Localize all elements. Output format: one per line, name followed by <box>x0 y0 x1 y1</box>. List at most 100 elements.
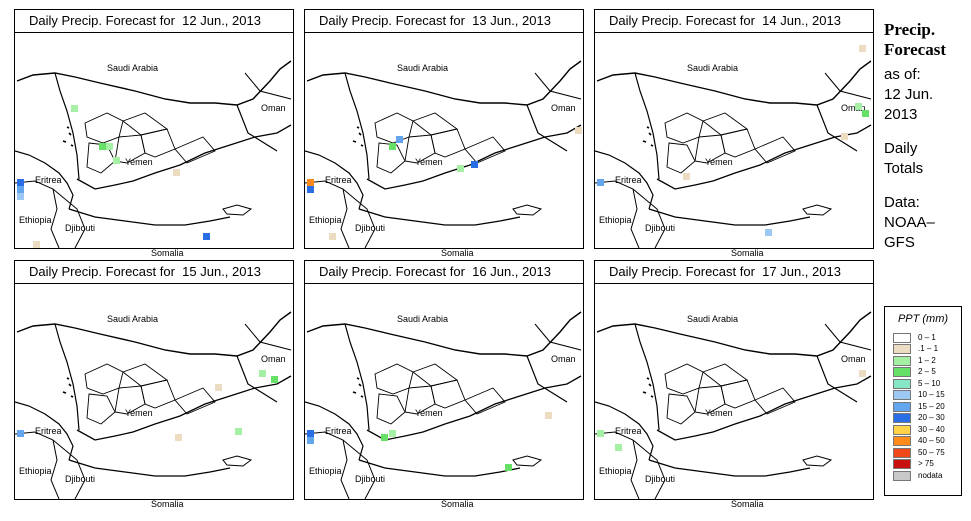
precip-cell <box>389 143 396 150</box>
legend-label: 0 – 1 <box>918 332 936 342</box>
label-oman: Oman <box>261 354 286 364</box>
precip-cell <box>389 430 396 437</box>
sidebar-title-line1: Precip. <box>884 20 936 39</box>
legend-swatch <box>893 459 911 470</box>
legend-label: 1 – 2 <box>918 355 936 365</box>
label-eritrea: Eritrea <box>35 426 62 436</box>
precip-cell <box>597 430 604 437</box>
precip-cell <box>505 464 512 471</box>
forecast-panel-17-jun: Daily Precip. Forecast for 17 Jun., 2013… <box>594 260 874 509</box>
precip-cell <box>307 430 314 437</box>
label-oman: Oman <box>551 354 576 364</box>
sidebar-asof-line3: 2013 <box>884 106 918 123</box>
panel-title: Daily Precip. Forecast for 13 Jun., 2013 <box>305 10 583 33</box>
label-saudi-arabia: Saudi Arabia <box>397 63 449 73</box>
label-oman: Oman <box>551 103 576 113</box>
precip-cell <box>615 444 622 451</box>
panel-title: Daily Precip. Forecast for 12 Jun., 2013 <box>15 10 293 33</box>
label-ethiopia: Ethiopia <box>309 215 342 225</box>
label-yemen: Yemen <box>705 408 733 418</box>
legend-swatch <box>893 401 911 412</box>
precip-cell <box>113 157 120 164</box>
forecast-panel-12-jun: Daily Precip. Forecast for 12 Jun., 2013… <box>14 9 294 258</box>
label-yemen: Yemen <box>415 408 443 418</box>
legend-item: 50 – 75 <box>893 447 961 459</box>
legend-label: 50 – 75 <box>918 447 945 457</box>
forecast-map: Saudi Arabia Oman Yemen Eritrea Ethiopia… <box>595 33 873 258</box>
precip-cell <box>307 179 314 186</box>
legend-swatch <box>893 424 911 435</box>
precip-cell <box>841 133 848 140</box>
legend-swatch <box>893 355 911 366</box>
legend-swatch <box>893 436 911 447</box>
forecast-map: Saudi Arabia Oman Yemen Eritrea Ethiopia… <box>595 284 873 509</box>
label-djibouti: Djibouti <box>645 223 676 233</box>
label-saudi-arabia: Saudi Arabia <box>687 314 739 324</box>
forecast-panel-13-jun: Daily Precip. Forecast for 13 Jun., 2013… <box>304 9 584 258</box>
legend-item: 2 – 5 <box>893 367 961 379</box>
legend-label: 2 – 5 <box>918 367 936 377</box>
precip-cell <box>457 165 464 172</box>
legend-item: 10 – 15 <box>893 390 961 402</box>
precip-cell <box>307 186 314 193</box>
label-eritrea: Eritrea <box>615 175 642 185</box>
label-saudi-arabia: Saudi Arabia <box>687 63 739 73</box>
legend-label: 10 – 15 <box>918 390 945 400</box>
label-saudi-arabia: Saudi Arabia <box>107 314 159 324</box>
legend-swatch <box>893 344 911 355</box>
label-ethiopia: Ethiopia <box>309 466 342 476</box>
precip-cell <box>33 241 40 248</box>
sidebar-data-line3: GFS <box>884 234 915 251</box>
sidebar-title-line2: Forecast <box>884 40 946 59</box>
precip-cell <box>862 110 869 117</box>
legend-item: > 75 <box>893 459 961 471</box>
precip-cell <box>17 193 24 200</box>
label-ethiopia: Ethiopia <box>599 215 632 225</box>
precip-cell <box>17 430 24 437</box>
label-saudi-arabia: Saudi Arabia <box>107 63 159 73</box>
panel-title: Daily Precip. Forecast for 16 Jun., 2013 <box>305 261 583 284</box>
precip-cell <box>173 169 180 176</box>
label-yemen: Yemen <box>705 157 733 167</box>
precip-cell <box>17 179 24 186</box>
legend-item: 5 – 10 <box>893 378 961 390</box>
forecast-map: Saudi Arabia Oman Yemen Eritrea Ethiopia… <box>15 33 293 258</box>
legend-label: nodata <box>918 470 943 480</box>
label-somalia: Somalia <box>441 499 474 509</box>
label-eritrea: Eritrea <box>35 175 62 185</box>
label-somalia: Somalia <box>151 248 184 258</box>
forecast-map: Saudi Arabia Oman Yemen Eritrea Ethiopia… <box>15 284 293 509</box>
label-oman: Oman <box>841 354 866 364</box>
precip-cell <box>545 412 552 419</box>
precip-cell <box>765 229 772 236</box>
label-eritrea: Eritrea <box>325 426 352 436</box>
legend-label: 15 – 20 <box>918 401 945 411</box>
sidebar-asof-line2: 12 Jun. <box>884 86 934 103</box>
label-djibouti: Djibouti <box>65 474 96 484</box>
label-somalia: Somalia <box>151 499 184 509</box>
precip-cell <box>683 173 690 180</box>
legend-swatch <box>893 378 911 389</box>
legend-label: > 75 <box>918 459 934 469</box>
precip-cell <box>329 233 336 240</box>
ppt-legend: PPT (mm) 0 – 1 .1 – 1 1 – 2 2 – 5 5 – 10… <box>884 306 962 496</box>
precip-cell <box>215 384 222 391</box>
label-somalia: Somalia <box>441 248 474 258</box>
legend-item: 1 – 2 <box>893 355 961 367</box>
legend-label: 5 – 10 <box>918 378 941 388</box>
legend-title: PPT (mm) <box>897 313 949 325</box>
legend-label: 30 – 40 <box>918 424 945 434</box>
label-eritrea: Eritrea <box>615 426 642 436</box>
panel-title: Daily Precip. Forecast for 14 Jun., 2013 <box>595 10 873 33</box>
sidebar-data-line2: NOAA– <box>884 214 935 231</box>
legend-swatch <box>893 447 911 458</box>
sidebar-totals-line2: Totals <box>884 160 924 177</box>
precip-cell <box>575 127 582 134</box>
precip-cell <box>597 179 604 186</box>
label-oman: Oman <box>261 103 286 113</box>
panel-title: Daily Precip. Forecast for 17 Jun., 2013 <box>595 261 873 284</box>
legend-label: 40 – 50 <box>918 436 945 446</box>
sidebar-data-line1: Data: <box>884 194 920 211</box>
legend-item: 15 – 20 <box>893 401 961 413</box>
label-djibouti: Djibouti <box>65 223 96 233</box>
